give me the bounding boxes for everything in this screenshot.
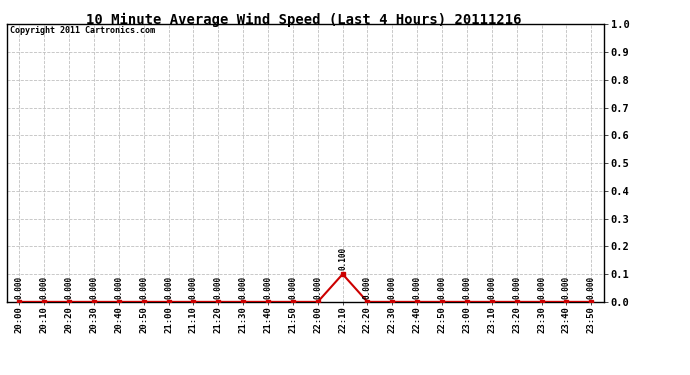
Text: 0.000: 0.000 [189, 276, 198, 299]
Text: 0.000: 0.000 [139, 276, 148, 299]
Text: 0.000: 0.000 [462, 276, 471, 299]
Text: 0.000: 0.000 [40, 276, 49, 299]
Text: 0.000: 0.000 [537, 276, 546, 299]
Text: 0.000: 0.000 [363, 276, 372, 299]
Text: Copyright 2011 Cartronics.com: Copyright 2011 Cartronics.com [10, 26, 155, 35]
Text: 0.000: 0.000 [115, 276, 124, 299]
Text: 0.000: 0.000 [65, 276, 74, 299]
Text: 0.000: 0.000 [512, 276, 521, 299]
Text: 0.000: 0.000 [239, 276, 248, 299]
Text: 0.000: 0.000 [487, 276, 496, 299]
Text: 0.000: 0.000 [562, 276, 571, 299]
Text: 0.000: 0.000 [437, 276, 446, 299]
Text: 0.000: 0.000 [90, 276, 99, 299]
Text: 0.000: 0.000 [388, 276, 397, 299]
Text: 0.000: 0.000 [264, 276, 273, 299]
Text: 0.000: 0.000 [214, 276, 223, 299]
Text: 0.000: 0.000 [313, 276, 322, 299]
Text: 0.000: 0.000 [413, 276, 422, 299]
Text: 0.000: 0.000 [14, 276, 24, 299]
Text: 0.100: 0.100 [338, 247, 347, 270]
Text: 10 Minute Average Wind Speed (Last 4 Hours) 20111216: 10 Minute Average Wind Speed (Last 4 Hou… [86, 13, 522, 27]
Text: 0.000: 0.000 [288, 276, 297, 299]
Text: 0.000: 0.000 [164, 276, 173, 299]
Text: 0.000: 0.000 [586, 276, 596, 299]
